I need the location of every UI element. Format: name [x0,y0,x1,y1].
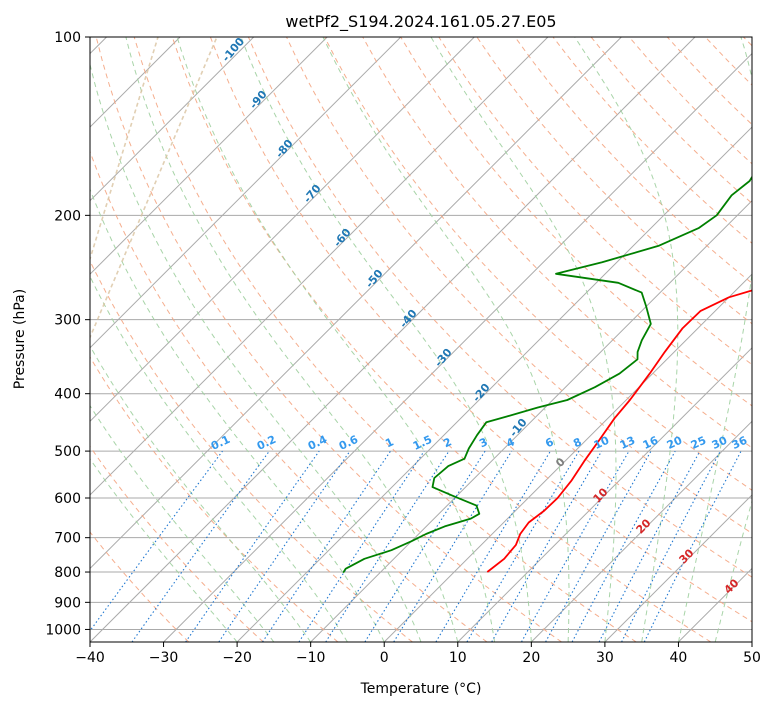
isotherm-line [163,52,752,642]
y-axis-label: Pressure (hPa) [12,289,28,389]
y-tick-label: 900 [54,595,81,611]
mixing-ratio-line [218,450,351,642]
isotherm-line [383,273,752,642]
isotherm-line [604,494,752,642]
y-tick-label: 700 [54,531,81,547]
y-tick-label: 200 [54,208,81,224]
isotherm-line [457,347,752,642]
x-tick-label: 20 [522,650,540,666]
plot-frame [89,36,753,643]
moist-adiabat-line [430,37,617,642]
dry-adiabat-line [90,150,488,642]
dry-adiabat-line [286,37,752,534]
mixing-ratio-label: 10 [592,434,612,452]
x-tick-label: −30 [149,650,179,666]
y-tick-label: 500 [54,444,81,460]
isotherm-line [90,37,475,423]
chart-title: wetPf2_S194.2024.161.05.27.E05 [285,12,556,32]
moist-adiabat-line [176,37,496,642]
moist-adiabat-line [125,37,459,642]
y-tick-label: 600 [54,491,81,507]
temperature-profile-line [486,289,752,573]
mixing-ratio-label: 30 [710,434,730,452]
moist-adiabat-line [90,62,422,642]
dry-adiabat-line [247,37,752,578]
moist-adiabat-line [90,188,385,642]
x-tick-label: 50 [743,650,761,666]
x-tick-label: −10 [296,650,326,666]
mixing-ratio-line [325,450,450,642]
plot-series [342,175,752,574]
x-tick-label: −20 [222,650,252,666]
mixing-ratio-line [521,450,630,642]
y-tick-label: 100 [54,30,81,46]
mixing-ratio-line [545,450,652,642]
mixing-ratio-line [393,450,513,642]
isotherm-line [90,37,328,275]
mixing-ratio-label: 36 [730,434,750,452]
dewpoint-profile-line [342,175,752,574]
isotherm-line [236,126,752,642]
axes: −40 −30 −20 −10 0 10 20 30 40 50 1000 900 800 700 600 5… [45,30,761,666]
isotherm-line [90,37,255,202]
dry-adiabat-line [438,37,752,366]
x-tick-label: 10 [449,650,467,666]
dry-adiabat-line [209,37,752,623]
moist-adiabat-line [90,404,275,642]
mixing-ratio-line [571,450,676,642]
dry-adiabat-line [400,37,752,407]
mixing-ratio-line [643,450,742,642]
y-tick-label: 400 [54,387,81,403]
isotherm-line [90,37,549,496]
dry-adiabat-line [90,259,413,642]
moist-adiabat-line [322,37,570,642]
dry-adiabat-line [90,356,339,642]
y-tick-label: 1000 [45,622,81,638]
moist-adiabat-line [90,345,312,642]
y-tick-label: 800 [54,565,81,581]
mixing-ratio-line [298,450,425,642]
dry-adiabat-line [90,531,190,642]
dry-adiabat-line [95,37,562,642]
mixing-ratio-label: 25 [689,434,708,452]
mixing-ratio-line [185,450,320,642]
moist-adiabat-line [574,37,679,642]
moist-adiabat-line [90,275,348,642]
mixing-ratio-label: 16 [641,434,661,452]
mixing-ratio-line [131,450,270,642]
plot-grid [90,37,752,642]
y-tick-label: 300 [54,313,81,329]
mixing-ratio-label: 13 [618,434,637,452]
isotherm-line [530,420,752,642]
x-tick-label: 40 [670,650,688,666]
x-tick-label: −40 [75,650,105,666]
dry-adiabat-line [90,445,264,642]
isotherm-line [90,37,622,570]
x-tick-label: 0 [380,650,389,666]
x-tick-label: 30 [596,650,614,666]
mixing-ratio-line [262,450,391,642]
moist-adiabat-line [240,37,532,642]
moist-adiabat-line [90,457,238,642]
mixing-ratio-line [90,450,223,632]
x-axis-label: Temperature (°C) [360,681,482,697]
dry-adiabat-line [514,37,752,284]
mixing-ratio-label: 20 [665,434,685,452]
isotherm-line [90,37,402,349]
